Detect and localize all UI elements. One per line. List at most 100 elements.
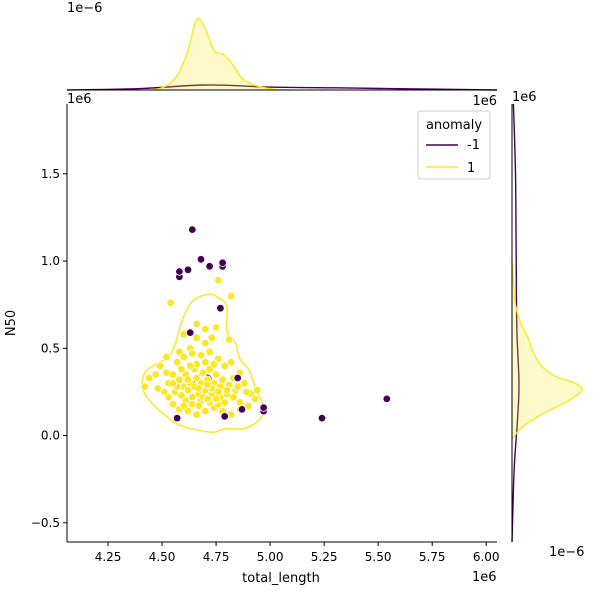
legend-label-anomaly-neg1: -1 (467, 138, 480, 153)
point-anomaly-1 (151, 370, 160, 379)
x-tick-label: 4.50 (149, 550, 176, 564)
point-anomaly-1 (164, 393, 173, 402)
top-marginal-curve-anomaly-neg1 (66, 84, 498, 91)
point-anomaly-1 (153, 384, 162, 393)
x-tick-label: 5.75 (419, 550, 446, 564)
point-anomaly-1 (203, 394, 212, 404)
right-marginal-y-multiplier: 1e6 (512, 90, 537, 105)
right-marginal-fill-anomaly-1 (512, 261, 583, 439)
point-anomaly-1 (233, 382, 242, 391)
point-anomaly-1 (242, 387, 251, 397)
point-anomaly-1 (211, 323, 221, 332)
point-anomaly-1 (201, 324, 210, 334)
x-axis-label: total_length (242, 571, 320, 586)
point-anomaly-1 (226, 291, 236, 301)
x-tick-label: 4.75 (203, 550, 230, 564)
x-tick-label: 4.25 (95, 550, 122, 564)
x-axis-multiplier: 1e6 (472, 570, 497, 585)
point-anomaly-neg1 (259, 403, 268, 412)
point-anomaly-1 (179, 401, 188, 411)
point-anomaly-1 (211, 394, 221, 404)
right-marginal-curve-anomaly-1 (511, 261, 583, 440)
x-tick-label: 5.50 (365, 550, 392, 564)
point-anomaly-1 (250, 394, 260, 404)
point-anomaly-1 (179, 352, 188, 362)
point-anomaly-1 (144, 373, 154, 383)
y-axis-label: N50 (4, 310, 19, 336)
point-anomaly-1 (162, 352, 171, 362)
point-anomaly-1 (188, 349, 197, 358)
point-anomaly-neg1 (220, 412, 229, 421)
point-anomaly-neg1 (216, 304, 225, 313)
point-anomaly-1 (192, 333, 201, 342)
y-tick-label: 1.0 (41, 254, 60, 268)
scatter-points (140, 225, 391, 423)
y-tick-label: 0.5 (41, 341, 60, 355)
x-tick-label: 5.00 (257, 550, 284, 564)
point-anomaly-1 (185, 361, 195, 370)
point-anomaly-neg1 (218, 258, 227, 267)
point-anomaly-1 (198, 368, 208, 377)
kde-contour-anomaly-1 (141, 293, 265, 433)
point-anomaly-1 (209, 359, 219, 369)
point-anomaly-1 (168, 370, 178, 379)
point-anomaly-1 (183, 375, 193, 384)
main-scatter-plot: 4.25 4.50 4.75 5.00 5.25 5.50 5.75 6.00 −0.5 0.0… (4, 104, 500, 586)
point-anomaly-neg1 (175, 267, 184, 276)
right-marginal-curve-anomaly-neg1 (511, 103, 520, 543)
point-anomaly-1 (192, 319, 201, 329)
y-tick-label: 1.5 (41, 167, 60, 181)
point-anomaly-1 (196, 351, 206, 360)
top-marginal-right-multiplier: 1e6 (472, 94, 497, 109)
point-anomaly-1 (183, 386, 193, 395)
point-anomaly-1 (229, 393, 238, 402)
point-anomaly-1 (177, 365, 186, 374)
point-anomaly-1 (211, 370, 221, 379)
point-anomaly-1 (192, 410, 201, 419)
y-tick-label: 0.0 (41, 429, 60, 443)
point-anomaly-1 (253, 386, 262, 395)
point-anomaly-1 (205, 347, 214, 356)
x-tick-label: 5.25 (311, 550, 338, 564)
point-anomaly-neg1 (205, 262, 214, 271)
point-anomaly-1 (244, 401, 253, 411)
x-tick-label: 6.00 (473, 550, 500, 564)
legend: anomaly -1 1 (417, 110, 491, 180)
point-anomaly-neg1 (237, 405, 247, 414)
point-anomaly-1 (201, 338, 210, 348)
right-marginal-density: 1e6 1e−6 (511, 90, 584, 560)
y-axis-ticks: −0.5 0.0 0.5 1.0 1.5 (31, 167, 67, 530)
point-anomaly-1 (168, 379, 178, 388)
legend-title: anomaly (426, 118, 482, 133)
point-anomaly-1 (214, 276, 223, 285)
top-marginal-multiplier: 1e−6 (67, 1, 102, 16)
point-anomaly-1 (235, 398, 245, 407)
x-axis-multiplier-top: 1e6 (67, 92, 92, 107)
top-marginal-density: 1e−6 1e6 1e6 (66, 1, 498, 109)
point-anomaly-1 (220, 398, 229, 407)
point-anomaly-neg1 (183, 265, 193, 274)
point-anomaly-1 (222, 386, 232, 395)
point-anomaly-neg1 (188, 225, 197, 234)
point-anomaly-1 (201, 358, 210, 367)
point-anomaly-1 (168, 399, 178, 409)
point-anomaly-1 (166, 298, 175, 308)
point-anomaly-1 (159, 387, 169, 397)
top-marginal-curve-anomaly-1 (140, 17, 292, 91)
point-anomaly-1 (201, 406, 210, 416)
legend-label-anomaly-1: 1 (467, 161, 475, 176)
point-anomaly-neg1 (233, 373, 242, 383)
x-axis-ticks: 4.25 4.50 4.75 5.00 5.25 5.50 5.75 6.00 (95, 542, 500, 564)
point-anomaly-1 (239, 379, 249, 388)
point-anomaly-1 (194, 401, 203, 411)
point-anomaly-1 (155, 361, 165, 370)
point-anomaly-neg1 (196, 255, 206, 264)
point-anomaly-1 (177, 391, 186, 400)
point-anomaly-1 (140, 382, 149, 391)
y-tick-label: −0.5 (31, 516, 60, 530)
right-marginal-multiplier: 1e−6 (549, 545, 584, 560)
point-anomaly-1 (226, 358, 236, 367)
point-anomaly-neg1 (185, 328, 195, 337)
